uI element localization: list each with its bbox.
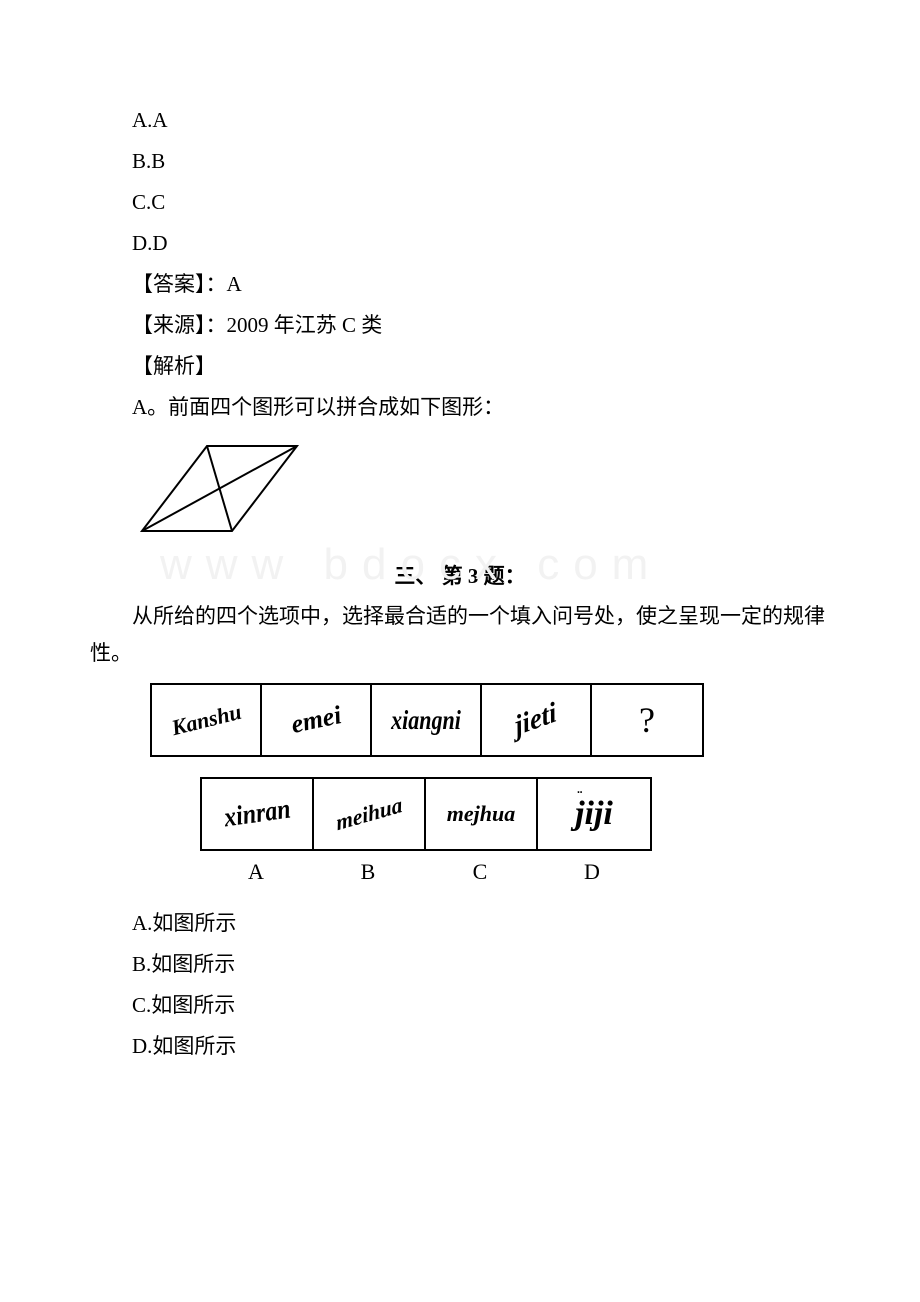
option-d: D.D — [132, 223, 830, 264]
option-a: A.A — [132, 100, 830, 141]
q3-title: 三、 第 3 题： — [90, 560, 830, 590]
q3-label: A — [200, 859, 312, 885]
q3-cell: jiji — [538, 779, 650, 849]
q3-option-a: A.如图所示 — [132, 903, 830, 944]
q3-row-2: xinranmeihuamejhuajiji — [200, 777, 652, 851]
q3-label: C — [424, 859, 536, 885]
q3-cell: xiangni — [372, 685, 482, 755]
q3-cell: Kanshu — [152, 685, 262, 755]
q3-row-1: Kanshuemeixiangnijieti? — [150, 683, 704, 757]
q3-cell: xinran — [202, 779, 314, 849]
q3-label: B — [312, 859, 424, 885]
q3-cell: emei — [262, 685, 372, 755]
analysis-text: A。前面四个图形可以拼合成如下图形： — [132, 387, 830, 428]
q3-cell: meihua — [314, 779, 426, 849]
q3-option-b: B.如图所示 — [132, 944, 830, 985]
q3-option-c: C.如图所示 — [132, 985, 830, 1026]
option-b: B.B — [132, 141, 830, 182]
q3-label: D — [536, 859, 648, 885]
answer-line: 【答案】：A — [132, 264, 830, 305]
q3-option-d: D.如图所示 — [132, 1026, 830, 1067]
option-c: C.C — [132, 182, 830, 223]
rhombus-figure — [132, 436, 830, 546]
q3-cell: jieti — [482, 685, 592, 755]
q3-figure: Kanshuemeixiangnijieti? xinranmeihuamejh… — [150, 683, 830, 885]
q3-cell: ? — [592, 685, 702, 755]
q3-prompt: 从所给的四个选项中，选择最合适的一个填入问号处，使之呈现一定的规律性。 — [90, 598, 830, 674]
q3-labels: ABCD — [200, 859, 830, 885]
rhombus-svg — [132, 436, 302, 541]
q3-cell: mejhua — [426, 779, 538, 849]
source-line: 【来源】：2009 年江苏 C 类 — [132, 305, 830, 346]
analysis-label: 【解析】 — [132, 346, 830, 387]
